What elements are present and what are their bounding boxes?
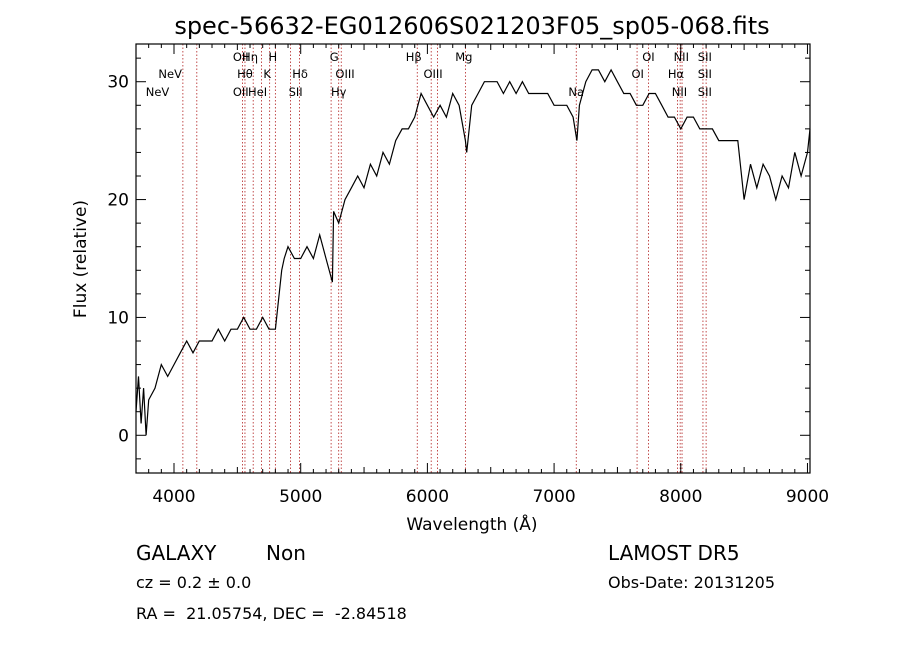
redshift-value: cz = 0.2 ± 0.0 bbox=[136, 573, 252, 592]
line-label: NeV bbox=[146, 85, 170, 99]
x-axis-label: Wavelength (Å) bbox=[406, 513, 537, 535]
line-label: K bbox=[263, 67, 271, 81]
line-label: OIII bbox=[335, 67, 354, 81]
line-label: Hη bbox=[242, 50, 258, 64]
x-tick-label: 4000 bbox=[152, 487, 195, 507]
line-label: H bbox=[268, 50, 277, 64]
line-label: Mg bbox=[455, 50, 472, 64]
line-label: Hγ bbox=[331, 85, 347, 99]
line-label: OI bbox=[631, 67, 643, 81]
survey-name: LAMOST DR5 bbox=[608, 541, 740, 565]
line-label: Na bbox=[568, 85, 584, 99]
line-label: Hα bbox=[668, 67, 685, 81]
line-label: G bbox=[330, 50, 339, 64]
y-tick-label: 20 bbox=[107, 191, 129, 211]
x-tick-label: 5000 bbox=[279, 487, 322, 507]
line-label: SII bbox=[289, 85, 303, 99]
spectrum-line bbox=[135, 68, 811, 436]
x-tick-label: 8000 bbox=[659, 487, 702, 507]
y-tick-label: 30 bbox=[107, 73, 129, 93]
line-label: Hθ bbox=[237, 67, 253, 81]
line-label: SII bbox=[698, 50, 712, 64]
line-label: SII bbox=[698, 85, 712, 99]
chart-title: spec-56632-EG012606S021203F05_sp05-068.f… bbox=[174, 12, 769, 40]
y-tick-label: 10 bbox=[107, 308, 129, 328]
emission-line-markers bbox=[182, 44, 707, 473]
x-axis-ticks: 4000 5000 6000 7000 8000 9000 bbox=[135, 44, 829, 507]
coordinates: RA = 21.05754, DEC = -2.84518 bbox=[136, 604, 407, 623]
line-label: Hδ bbox=[292, 67, 308, 81]
y-axis-label: Flux (relative) bbox=[71, 200, 91, 318]
obs-date: Obs-Date: 20131205 bbox=[608, 573, 776, 592]
x-tick-label: 6000 bbox=[406, 487, 449, 507]
object-subclass: Non bbox=[266, 541, 306, 565]
line-label: SII bbox=[698, 67, 712, 81]
line-label: OII bbox=[233, 50, 249, 64]
plot-frame bbox=[135, 43, 811, 474]
line-label: HeI bbox=[248, 85, 267, 99]
line-label: NII bbox=[672, 85, 687, 99]
line-label: NeV bbox=[158, 67, 182, 81]
emission-line-labels: NeVNeVOIIOIIHηHθHeIKHHδSIIGOIIIHγHβOIIIM… bbox=[146, 50, 712, 99]
x-tick-label: 9000 bbox=[786, 487, 829, 507]
line-label: OIII bbox=[423, 67, 442, 81]
y-axis-ticks: 0 10 20 30 bbox=[107, 57, 810, 460]
object-class: GALAXY bbox=[136, 541, 217, 565]
line-label: NII bbox=[674, 50, 689, 64]
y-tick-label: 0 bbox=[118, 426, 129, 446]
line-label: OI bbox=[642, 50, 654, 64]
line-label: Hβ bbox=[406, 50, 422, 64]
line-label: OII bbox=[233, 85, 249, 99]
x-tick-label: 7000 bbox=[532, 487, 575, 507]
